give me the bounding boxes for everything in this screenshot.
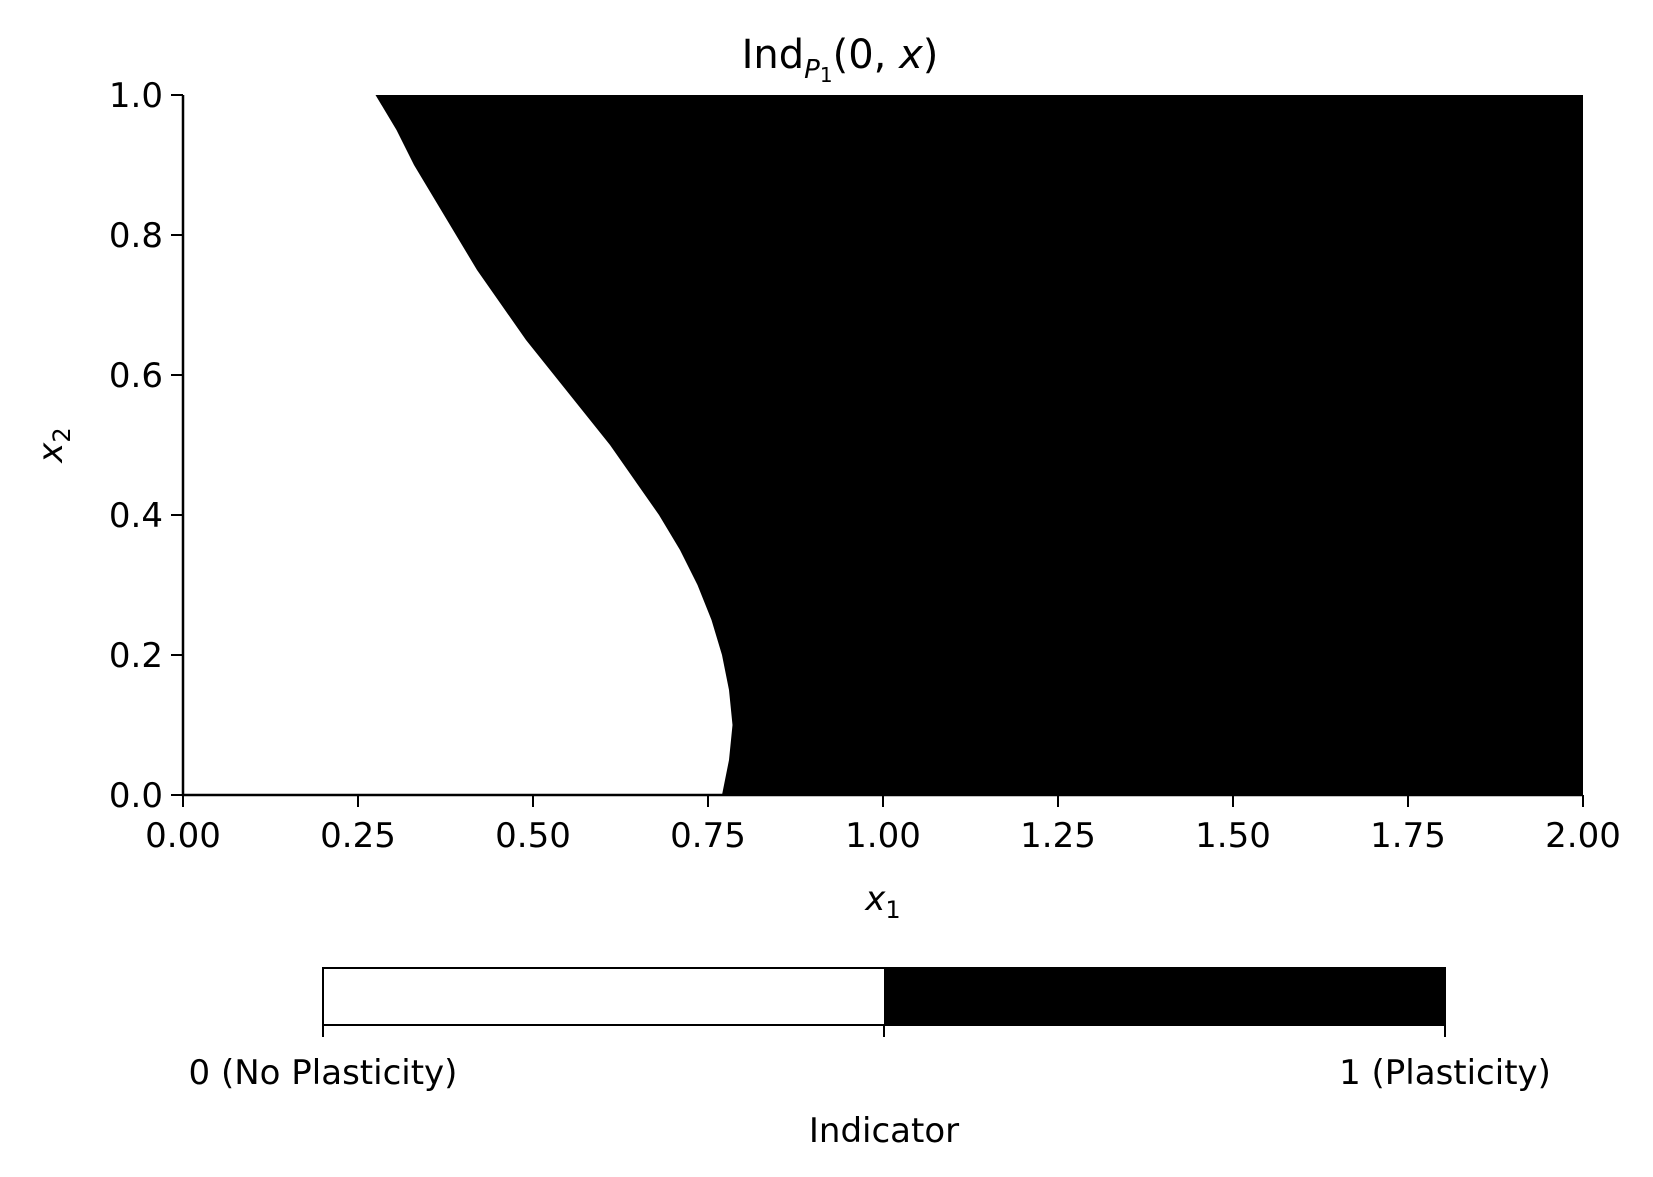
colorbar-tick-label-0: 0 (No Plasticity) [189,1053,458,1093]
y-axis-label: x2 [31,427,76,463]
x-tick-label: 0.50 [495,816,571,856]
x-tick-label: 1.00 [845,816,921,856]
y-axis-ticks: 0.0 0.2 0.4 0.6 0.8 1.0 [109,76,183,816]
x-tick-label: 1.50 [1195,816,1271,856]
colorbar-segment-1 [884,968,1445,1025]
x-axis-ticks: 0.00 0.25 0.50 0.75 1.00 1.25 1.50 1.75 2.00 [145,795,1621,856]
x-axis-label-var: x [864,879,886,919]
plot-area [181,95,1583,797]
y-tick-label: 1.0 [109,76,163,116]
x-tick-label: 0.25 [320,816,396,856]
title-args-var: x [897,32,923,78]
colorbar-label: Indicator [809,1111,959,1151]
title-base: Ind [742,32,805,78]
y-axis-label-var: x [31,442,71,464]
x-tick-label: 2.00 [1545,816,1621,856]
colorbar-tick-label-1: 1 (Plasticity) [1339,1053,1551,1093]
title-subscript-index: 1 [820,63,833,87]
y-tick-label: 0.2 [109,636,163,676]
y-tick-label: 0.8 [109,216,163,256]
y-axis-label-sub: 2 [48,427,76,442]
x-axis-label-sub: 1 [885,896,900,924]
colorbar-segment-0 [323,968,884,1025]
chart-title: IndP1(0, x) [742,32,939,87]
y-tick-label: 0.6 [109,356,163,396]
title-args-close: ) [923,32,939,78]
y-tick-label: 0.0 [109,776,163,816]
title-args-open: (0, [833,32,899,78]
x-tick-label: 1.25 [1020,816,1096,856]
title-subscript-letter: P [804,55,820,85]
x-tick-label: 0.00 [145,816,221,856]
x-tick-label: 1.75 [1370,816,1446,856]
colorbar: 0 (No Plasticity) 1 (Plasticity) Indicat… [189,967,1551,1151]
x-axis-label: x1 [864,879,900,924]
region-plasticity [375,95,1583,795]
colorbar-ticks [322,1025,1446,1037]
x-tick-label: 0.75 [670,816,746,856]
y-tick-label: 0.4 [109,496,163,536]
